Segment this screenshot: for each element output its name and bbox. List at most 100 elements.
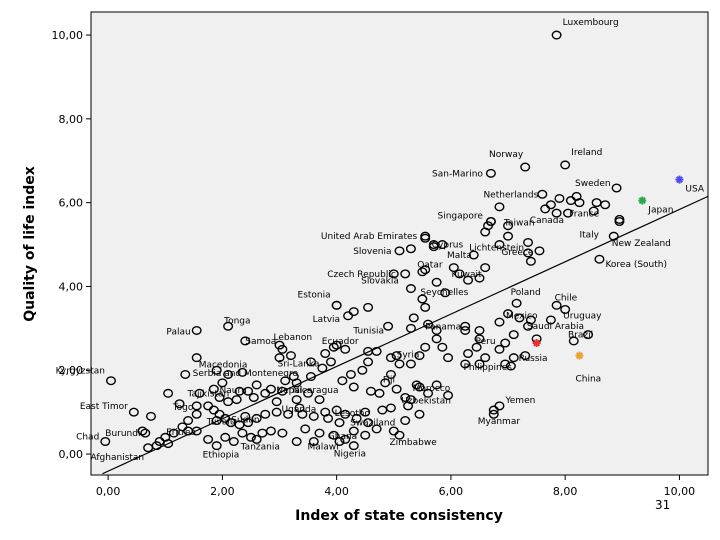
data-point xyxy=(211,416,222,426)
point-label: San-Marino xyxy=(432,169,483,179)
data-point xyxy=(314,428,325,438)
data-point xyxy=(611,183,622,193)
data-point xyxy=(400,269,411,279)
data-point xyxy=(363,357,374,367)
data-point xyxy=(374,388,385,398)
y-tick-label: 8,00 xyxy=(59,113,84,126)
data-point xyxy=(251,413,262,423)
point-labels: Luxembourg Norway Ireland San-Marino Netherl… xyxy=(56,18,705,463)
data-point xyxy=(460,325,471,335)
data-point xyxy=(217,378,228,388)
y-tick-label: 2,00 xyxy=(59,364,84,377)
y-axis-title: Quality of life index xyxy=(22,166,38,322)
data-point xyxy=(328,342,339,352)
asterisk-stroke xyxy=(638,197,646,205)
data-point xyxy=(494,344,505,354)
data-point xyxy=(191,401,202,411)
data-point xyxy=(223,369,234,379)
data-point xyxy=(417,294,428,304)
data-point xyxy=(305,357,316,367)
data-point xyxy=(223,321,234,331)
data-point xyxy=(191,353,202,363)
data-point xyxy=(345,369,356,379)
data-point xyxy=(420,265,431,275)
data-point xyxy=(223,397,234,407)
data-point xyxy=(511,298,522,308)
data-point xyxy=(140,428,151,438)
point-label: Nepal xyxy=(276,386,302,396)
data-point xyxy=(325,357,336,367)
data-point xyxy=(340,434,351,444)
point-label: Poland xyxy=(511,288,541,298)
data-point xyxy=(474,359,485,369)
data-point xyxy=(220,432,231,442)
data-point xyxy=(583,330,594,340)
data-point xyxy=(363,302,374,312)
data-point xyxy=(251,380,262,390)
point-label: Slovakia xyxy=(361,277,399,287)
x-tick-label: 6,00 xyxy=(439,485,464,498)
data-point xyxy=(503,221,514,231)
data-point xyxy=(488,409,499,419)
point-label: Uganda xyxy=(282,405,317,415)
data-point xyxy=(191,325,202,335)
data-point xyxy=(534,246,545,256)
data-point xyxy=(514,313,525,323)
data-point xyxy=(331,340,342,350)
x-tick-label: 0,00 xyxy=(96,485,121,498)
point-label: Tuvalu xyxy=(206,418,236,428)
asterisk-stroke xyxy=(675,176,683,184)
data-point xyxy=(331,405,342,415)
point-label: Latvia xyxy=(313,315,340,325)
data-point xyxy=(437,342,448,352)
point-label: Togo xyxy=(172,403,194,413)
point-label: Chad xyxy=(76,432,99,442)
data-point xyxy=(431,277,442,287)
point-label: Panama xyxy=(425,322,461,332)
data-point xyxy=(234,386,245,396)
point-label: Canada xyxy=(530,216,564,226)
data-point xyxy=(420,342,431,352)
data-point xyxy=(505,361,516,371)
data-point xyxy=(174,399,185,409)
data-point xyxy=(351,413,362,423)
data-point xyxy=(420,231,431,241)
point-label: Afghanistan xyxy=(91,453,145,463)
data-point xyxy=(523,237,534,247)
point-label: Greece xyxy=(501,248,533,258)
data-point xyxy=(443,390,454,400)
point-label: Tajikistan xyxy=(187,389,230,399)
point-label: Slovenia xyxy=(353,247,391,257)
data-point xyxy=(360,430,371,440)
point-label: Samoa xyxy=(245,337,276,347)
data-point xyxy=(388,269,399,279)
point-label: Swaziland xyxy=(350,419,395,429)
data-point xyxy=(448,263,459,273)
point-label: Peru xyxy=(475,337,495,347)
data-point xyxy=(348,426,359,436)
data-point xyxy=(334,436,345,446)
point-label: Ethiopia xyxy=(203,451,240,461)
data-point xyxy=(385,353,396,363)
data-point xyxy=(391,351,402,361)
data-point xyxy=(100,436,111,446)
data-point xyxy=(394,359,405,369)
data-point xyxy=(303,388,314,398)
page-number: 31 xyxy=(655,498,671,512)
point-label: Malta xyxy=(447,251,472,261)
regression-line xyxy=(102,195,709,475)
data-point xyxy=(260,409,271,419)
data-point xyxy=(308,436,319,446)
data-point xyxy=(163,388,174,398)
data-point xyxy=(503,309,514,319)
data-point xyxy=(180,369,191,379)
data-point xyxy=(283,409,294,419)
data-point xyxy=(414,382,425,392)
point-label: Singapore xyxy=(438,212,484,222)
point-label: Saudi Arabia xyxy=(527,322,584,332)
data-point xyxy=(340,344,351,354)
data-point xyxy=(380,378,391,388)
point-label: France xyxy=(569,210,599,220)
data-point xyxy=(408,313,419,323)
data-point xyxy=(145,411,156,421)
